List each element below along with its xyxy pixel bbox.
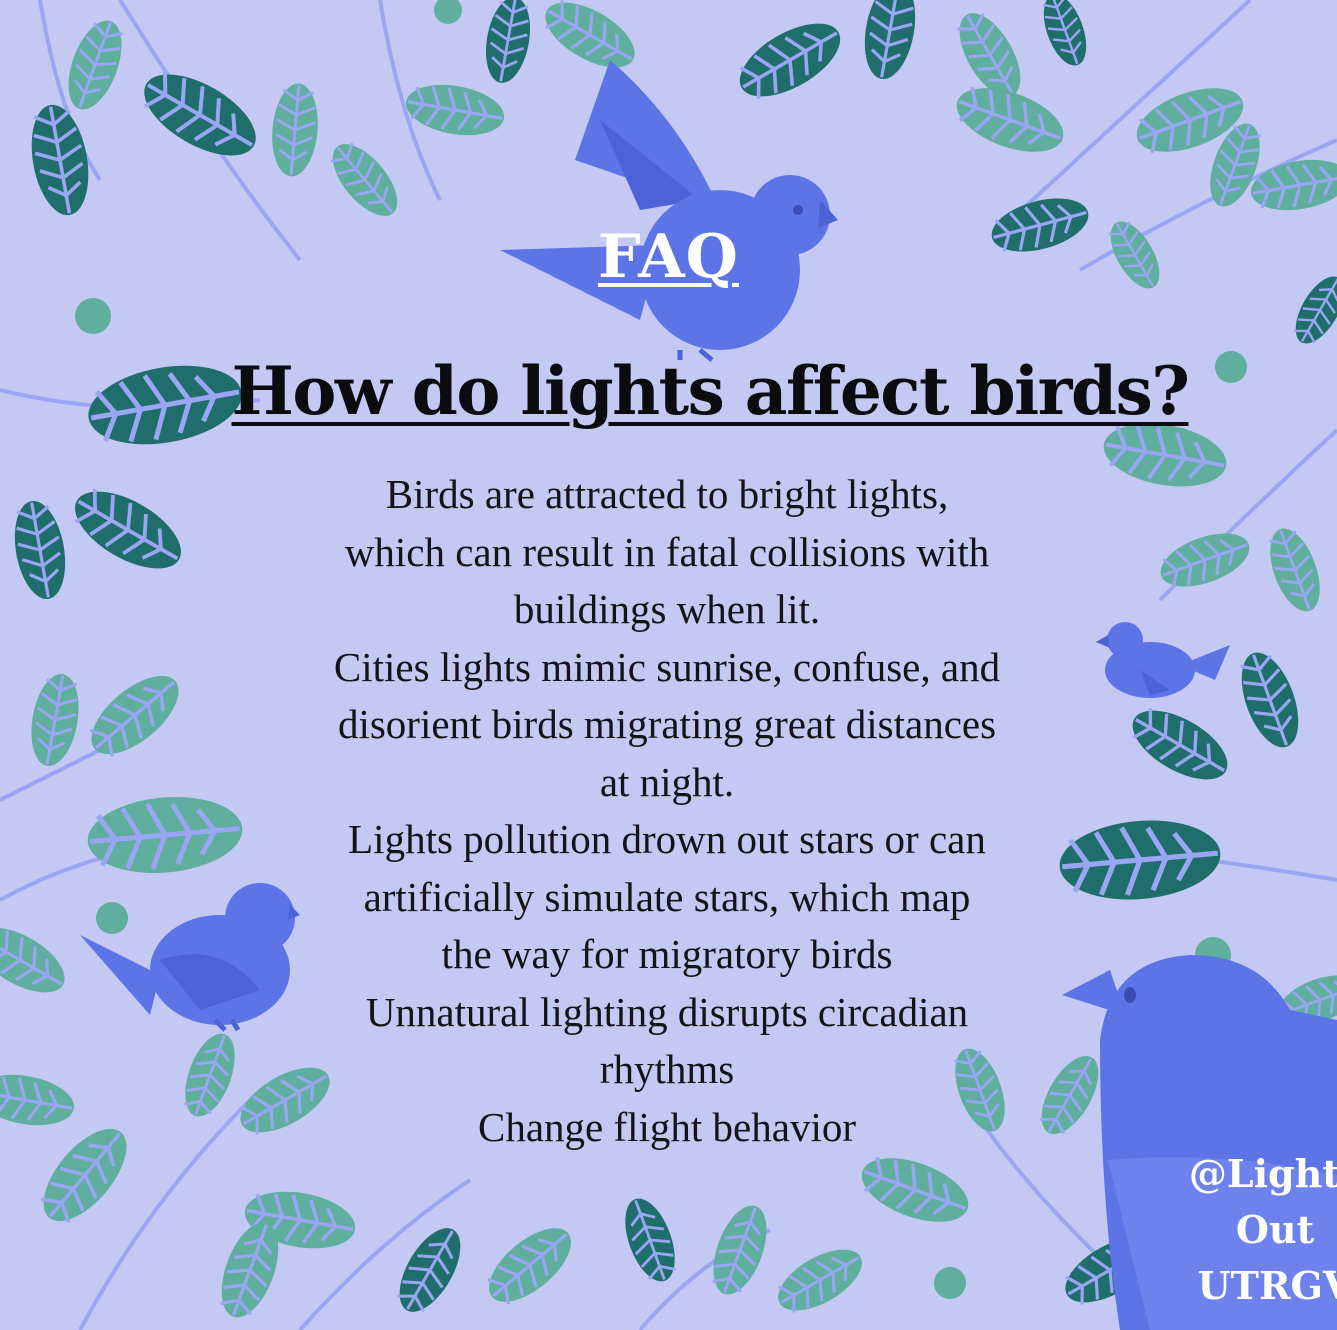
bird-icon bbox=[1096, 622, 1230, 698]
answer-line: artificially simulate stars, which map bbox=[363, 873, 971, 920]
handle-line: Out bbox=[1235, 1207, 1315, 1252]
answer-line: Birds are attracted to bright lights, bbox=[385, 471, 949, 517]
answer-line: Cities lights mimic sunrise, confuse, an… bbox=[333, 643, 1001, 690]
bird-icon bbox=[80, 883, 300, 1032]
social-handle: @Lights Out UTRGV bbox=[1180, 1146, 1337, 1314]
bird-icon bbox=[500, 60, 838, 362]
answer-line: Change flight behavior bbox=[477, 1103, 856, 1150]
answer-line: rhythms bbox=[599, 1046, 735, 1092]
faq-answer: Birds are attracted to bright lights, wh… bbox=[217, 466, 1117, 1156]
answer-line: disorient birds migrating great distance… bbox=[337, 701, 997, 747]
answer-line: the way for migratory birds bbox=[441, 931, 893, 977]
answer-line: buildings when lit. bbox=[513, 586, 821, 632]
faq-heading: FAQ bbox=[598, 222, 739, 292]
answer-line: at night. bbox=[599, 758, 735, 805]
bird-icon bbox=[1062, 955, 1337, 1330]
answer-line: which can result in fatal collisions wit… bbox=[344, 528, 990, 575]
answer-line: Unnatural lighting disrupts circadian bbox=[365, 988, 969, 1035]
handle-line: @Lights bbox=[1188, 1151, 1337, 1196]
question-heading: How do lights affect birds? bbox=[231, 352, 1190, 430]
answer-line: Lights pollution drown out stars or can bbox=[348, 816, 986, 862]
handle-line: UTRGV bbox=[1197, 1263, 1337, 1308]
